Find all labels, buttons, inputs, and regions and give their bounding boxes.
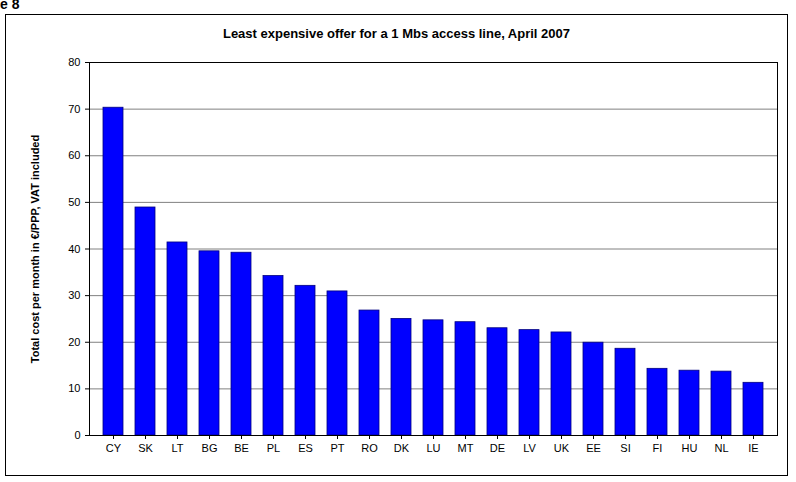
svg-text:70: 70 [68, 103, 80, 115]
svg-text:BE: BE [234, 442, 249, 454]
svg-text:UK: UK [554, 442, 570, 454]
svg-text:IE: IE [748, 442, 758, 454]
svg-text:20: 20 [68, 336, 80, 348]
svg-text:40: 40 [68, 243, 80, 255]
svg-text:ES: ES [298, 442, 313, 454]
svg-text:NL: NL [714, 442, 728, 454]
svg-text:EE: EE [586, 442, 601, 454]
svg-text:80: 80 [68, 56, 80, 68]
svg-text:BG: BG [202, 442, 218, 454]
svg-text:CY: CY [106, 442, 122, 454]
svg-text:Total cost per month in €/PPP,: Total cost per month in €/PPP, VAT inclu… [29, 135, 41, 363]
svg-text:PL: PL [267, 442, 280, 454]
svg-text:30: 30 [68, 289, 80, 301]
svg-text:50: 50 [68, 196, 80, 208]
svg-text:LU: LU [426, 442, 440, 454]
svg-text:SI: SI [620, 442, 630, 454]
svg-text:DE: DE [490, 442, 505, 454]
svg-text:60: 60 [68, 149, 80, 161]
svg-text:MT: MT [458, 442, 474, 454]
svg-text:0: 0 [74, 429, 80, 441]
svg-text:DK: DK [394, 442, 410, 454]
svg-text:LT: LT [171, 442, 183, 454]
svg-text:FI: FI [653, 442, 663, 454]
svg-text:10: 10 [68, 382, 80, 394]
svg-text:HU: HU [682, 442, 698, 454]
svg-text:SK: SK [138, 442, 153, 454]
svg-text:PT: PT [330, 442, 344, 454]
svg-text:RO: RO [361, 442, 378, 454]
svg-text:LV: LV [523, 442, 536, 454]
html-text:Least expensive offer for a 1: Least expensive offer for a 1 Mbs access… [223, 26, 570, 41]
